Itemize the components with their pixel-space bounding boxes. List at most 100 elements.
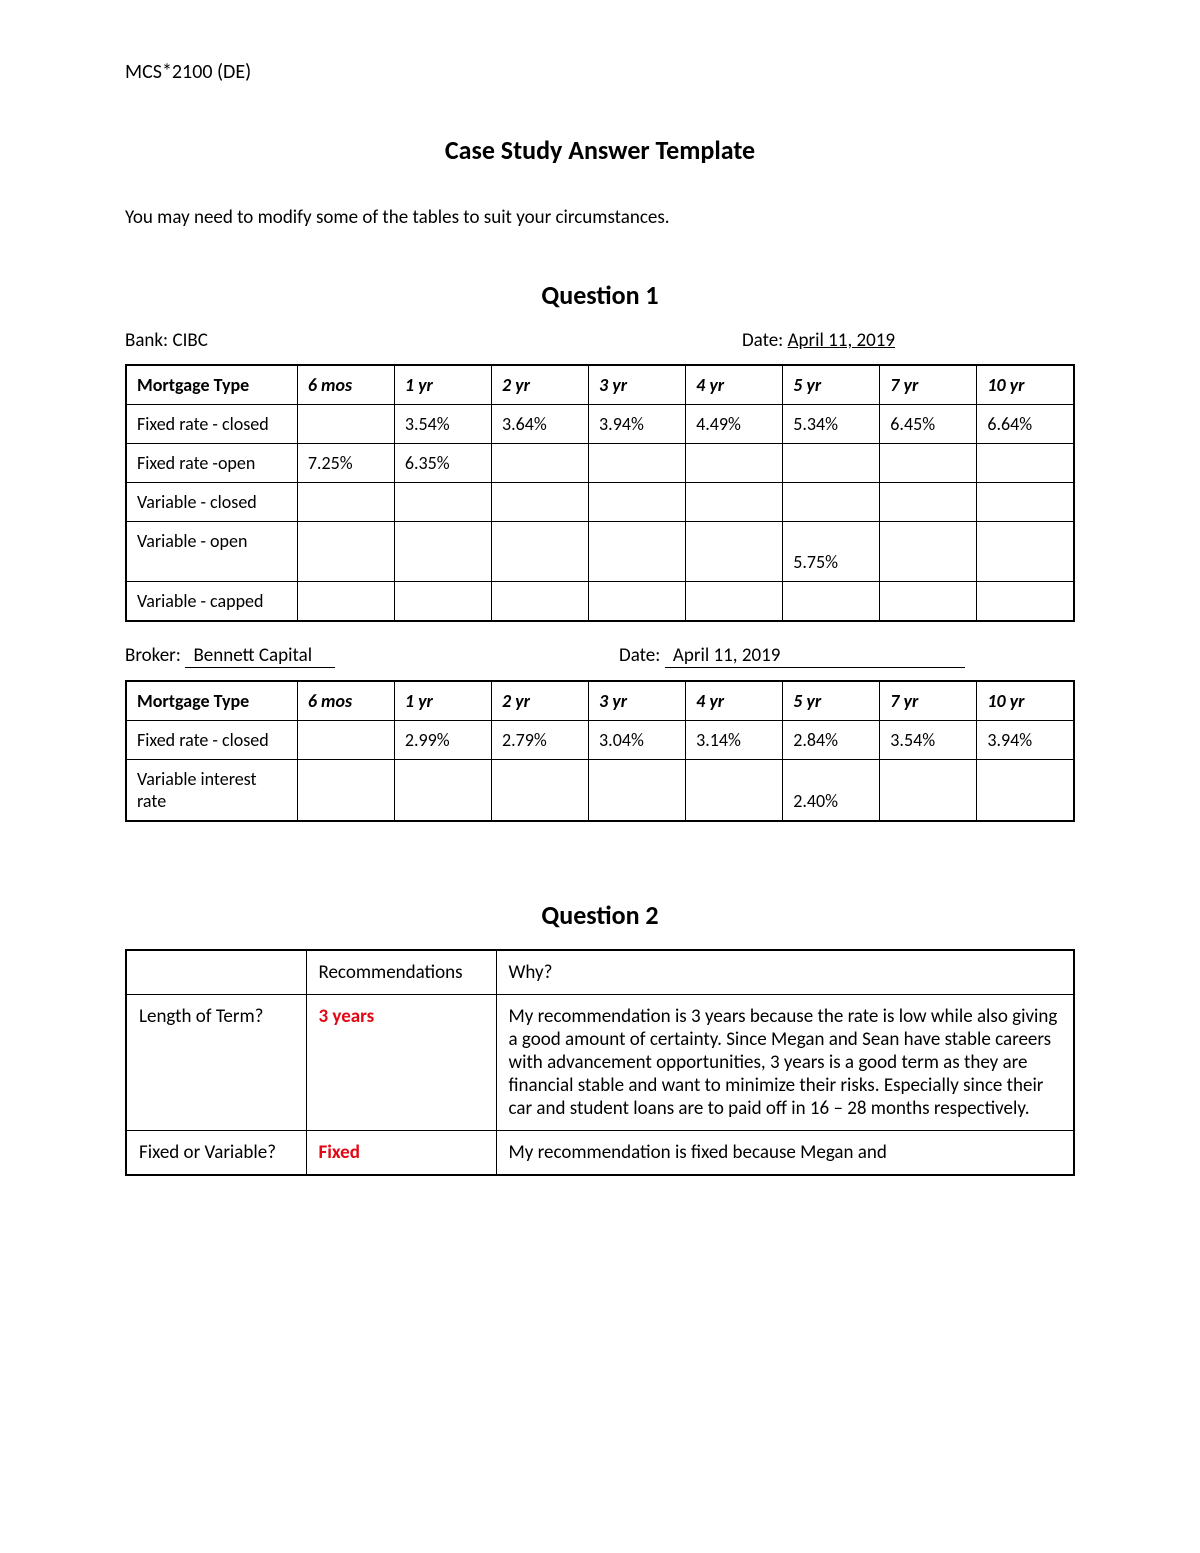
cell	[977, 522, 1074, 582]
table-row: Fixed rate - closed 3.54% 3.64% 3.94% 4.…	[126, 405, 1074, 444]
cell	[589, 483, 686, 522]
col-header: 2 yr	[491, 365, 588, 405]
why-text: My recommendation is 3 years because the…	[496, 995, 1074, 1131]
col-header: 10 yr	[977, 681, 1074, 721]
col-header: Mortgage Type	[126, 365, 297, 405]
cell	[977, 483, 1074, 522]
cell: 6.45%	[880, 405, 977, 444]
page: MCS*2100 (DE) Case Study Answer Template…	[0, 0, 1200, 1553]
page-title: Case Study Answer Template	[125, 134, 1075, 166]
cell: 2.84%	[783, 721, 880, 760]
broker-label: Broker:	[125, 644, 181, 667]
cell: 5.75%	[783, 522, 880, 582]
broker-date-value: April 11, 2019	[673, 644, 780, 667]
cell	[297, 522, 394, 582]
cell	[394, 582, 491, 622]
col-header: 4 yr	[686, 681, 783, 721]
col-header: 1 yr	[394, 365, 491, 405]
col-header: 10 yr	[977, 365, 1074, 405]
cell: 3.04%	[589, 721, 686, 760]
col-header: 6 mos	[297, 681, 394, 721]
cell	[491, 760, 588, 822]
cell	[880, 444, 977, 483]
why-text: My recommendation is fixed because Megan…	[496, 1131, 1074, 1176]
col-header	[126, 950, 306, 995]
table-header-row: Recommendations Why?	[126, 950, 1074, 995]
cell	[491, 444, 588, 483]
cell	[297, 721, 394, 760]
table-row: Variable - closed	[126, 483, 1074, 522]
cell: 6.35%	[394, 444, 491, 483]
col-header: 5 yr	[783, 681, 880, 721]
cell: 3.14%	[686, 721, 783, 760]
cell	[880, 483, 977, 522]
cell	[297, 582, 394, 622]
cell	[394, 483, 491, 522]
cell: 2.40%	[783, 760, 880, 822]
cell: 2.99%	[394, 721, 491, 760]
table-header-row: Mortgage Type 6 mos 1 yr 2 yr 3 yr 4 yr …	[126, 365, 1074, 405]
cell	[589, 582, 686, 622]
recommendation-value: 3 years	[319, 1005, 375, 1028]
col-header: Mortgage Type	[126, 681, 297, 721]
col-header: 3 yr	[589, 681, 686, 721]
cell: 3.64%	[491, 405, 588, 444]
cell: 2.79%	[491, 721, 588, 760]
cell: 5.34%	[783, 405, 880, 444]
recommendations-table: Recommendations Why? Length of Term? 3 y…	[125, 949, 1075, 1176]
broker-value: Bennett Capital	[193, 644, 312, 667]
col-header: 7 yr	[880, 681, 977, 721]
cell: 3.94%	[977, 721, 1074, 760]
row-label: Length of Term?	[126, 995, 306, 1131]
intro-text: You may need to modify some of the table…	[125, 206, 1075, 229]
cell	[783, 483, 880, 522]
mortgage-table-broker: Mortgage Type 6 mos 1 yr 2 yr 3 yr 4 yr …	[125, 680, 1075, 822]
col-header: Why?	[496, 950, 1074, 995]
cell: 7.25%	[297, 444, 394, 483]
cell	[686, 522, 783, 582]
table-row: Variable interest rate 2.40%	[126, 760, 1074, 822]
date-value: April 11, 2019	[788, 329, 895, 352]
question-2-title: Question 2	[125, 899, 1075, 931]
cell	[589, 444, 686, 483]
cell	[880, 582, 977, 622]
cell	[589, 760, 686, 822]
cell	[686, 582, 783, 622]
col-header: 2 yr	[491, 681, 588, 721]
col-header: Recommendations	[306, 950, 496, 995]
row-label: Fixed or Variable?	[126, 1131, 306, 1176]
row-label: Variable - open	[126, 522, 297, 582]
cell	[491, 582, 588, 622]
table-row: Variable - open 5.75%	[126, 522, 1074, 582]
cell	[880, 522, 977, 582]
cell	[977, 760, 1074, 822]
cell	[880, 760, 977, 822]
cell	[589, 522, 686, 582]
broker-date-label: Date:	[619, 644, 660, 667]
table-header-row: Mortgage Type 6 mos 1 yr 2 yr 3 yr 4 yr …	[126, 681, 1074, 721]
col-header: 5 yr	[783, 365, 880, 405]
cell	[977, 582, 1074, 622]
cell	[686, 483, 783, 522]
cell: 3.54%	[880, 721, 977, 760]
cell	[297, 760, 394, 822]
col-header: 4 yr	[686, 365, 783, 405]
cell	[977, 444, 1074, 483]
course-code: MCS*2100 (DE)	[125, 60, 1075, 84]
cell	[491, 522, 588, 582]
bank-date-row: Bank: CIBC Date: April 11, 2019	[125, 329, 1075, 352]
row-label: Fixed rate - closed	[126, 405, 297, 444]
broker-date-row: Broker: Bennett Capital Date: April 11, …	[125, 644, 1075, 668]
recommendation-value: Fixed	[319, 1141, 360, 1164]
mortgage-table-bank: Mortgage Type 6 mos 1 yr 2 yr 3 yr 4 yr …	[125, 364, 1075, 622]
row-label: Variable - capped	[126, 582, 297, 622]
row-label: Fixed rate - closed	[126, 721, 297, 760]
cell: 6.64%	[977, 405, 1074, 444]
cell: 3.54%	[394, 405, 491, 444]
row-label: Variable - closed	[126, 483, 297, 522]
cell: 4.49%	[686, 405, 783, 444]
cell	[297, 483, 394, 522]
cell	[783, 444, 880, 483]
bank-value: CIBC	[172, 329, 207, 352]
col-header: 1 yr	[394, 681, 491, 721]
